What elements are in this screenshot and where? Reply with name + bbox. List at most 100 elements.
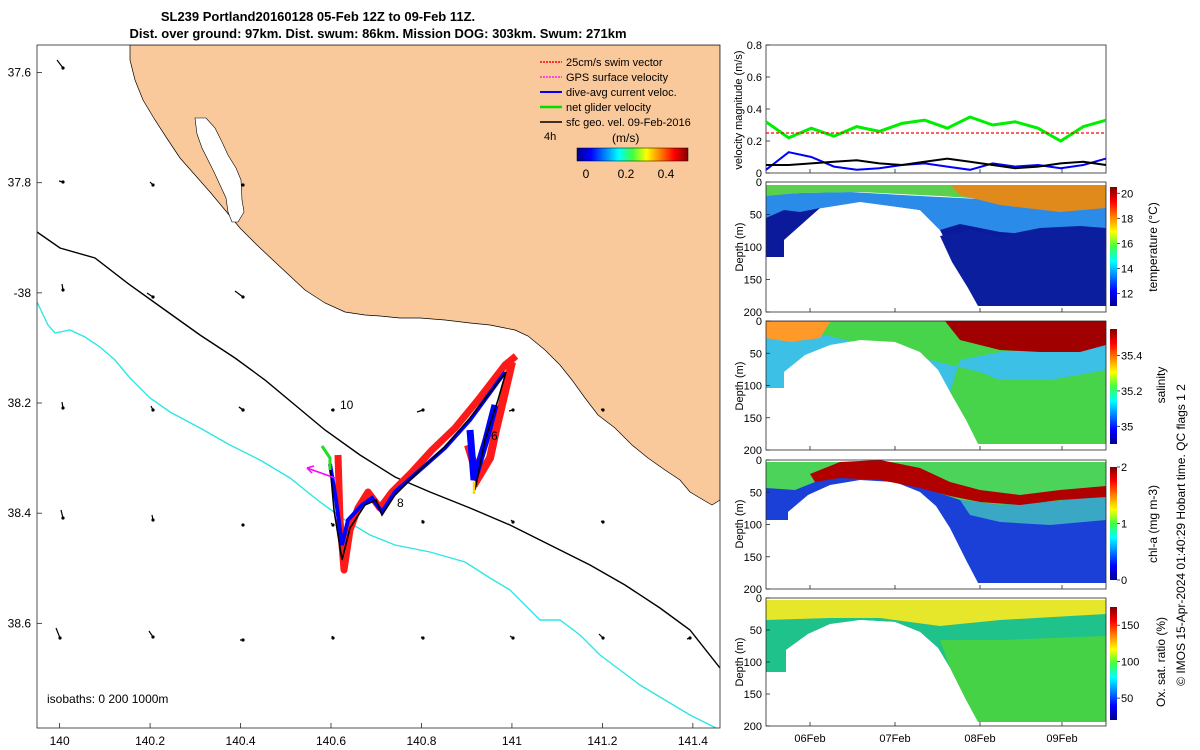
velocity-y-tick-label: 0.4: [747, 104, 762, 116]
sfc-velocity-origin: [241, 408, 245, 412]
legend-swim-label: 25cm/s swim vector: [566, 57, 663, 69]
colorbar-tick-label: 20: [1121, 188, 1133, 200]
gps-surface-velocity: [306, 467, 336, 479]
temperature-section: [766, 182, 1106, 312]
velocity-y-tick-label: 0: [756, 168, 762, 180]
map-legend: 25cm/s swim vector GPS surface velocity …: [540, 57, 691, 181]
map-y-tick-label: 38.2: [8, 396, 32, 410]
section-y-tick-label: 200: [744, 721, 762, 733]
sfc-velocity-origin: [151, 518, 155, 522]
colorbar-tick-label: 50: [1121, 693, 1133, 705]
colorbar-tick-label: 12: [1121, 288, 1133, 300]
velocity-y-tick-label: 0.8: [747, 40, 762, 52]
salinity-panel: [765, 320, 1107, 451]
sal-blank-hill: [766, 340, 1106, 450]
temperature-panel: [765, 181, 1107, 313]
day-label-8: 8: [397, 496, 404, 510]
sfc-velocity-arrow: [234, 290, 244, 298]
colorbar-tick-label: 150: [1121, 620, 1139, 632]
legend-net-label: net glider velocity: [566, 102, 651, 114]
velocity-panel: 0 0.2 0.4 0.6 0.8 velocity magnitude (m/s): [733, 40, 1107, 180]
section-y-tick-label: 100: [744, 520, 762, 532]
oxygen-colorbar: [1110, 607, 1117, 720]
section-ticks: 0501001502000501001502000501001502000501…: [744, 177, 1078, 745]
sfc-velocity-origin: [61, 406, 65, 410]
surface-velocity-arrows: [55, 59, 692, 642]
land-area: [129, 45, 720, 506]
sal-green: [766, 321, 1106, 444]
map-y-tick-label: 37.8: [8, 176, 32, 190]
map-frame: [36, 44, 721, 729]
oxygen-ylabel: Depth (m): [734, 638, 746, 687]
sfc-velocity-origin: [601, 636, 605, 640]
sfc-velocity-origin: [61, 66, 65, 70]
chla-panel: [765, 459, 1107, 590]
oxygen-panel: [765, 597, 1107, 727]
map-x-tick-label: 140: [50, 734, 70, 748]
map-y-tick-label: 38.4: [8, 506, 32, 520]
sfc-velocity-origin: [151, 295, 155, 299]
legend-sfc-label: sfc geo. vel. 09-Feb-2016: [566, 117, 691, 129]
section-y-tick-label: 0: [756, 316, 762, 328]
section-y-tick-label: 100: [744, 381, 762, 393]
date-tick-label: 07Feb: [879, 733, 910, 745]
map-panel: 140 140.2 140.4 140.6 140.8 141 141.2 141.4 37.6…: [8, 44, 721, 748]
sfc-velocity-origin: [241, 295, 245, 299]
sfc-velocity-origin: [241, 638, 245, 642]
scale-label-4h: 4h: [544, 131, 556, 143]
temperature-colorbar: [1110, 187, 1117, 306]
colorbar-tick-label: 2: [1121, 462, 1127, 474]
chla-teal: [960, 495, 1106, 525]
map-x-tick-label: 141.4: [678, 734, 708, 748]
colorbar-units: (m/s): [612, 131, 639, 145]
sfc-velocity-arrow: [55, 627, 61, 639]
net-glider-velocity: [320, 445, 332, 470]
oxy-yellow: [766, 600, 1106, 626]
section-y-tick-label: 150: [744, 275, 762, 287]
salinity-cbar-label: salinity: [1154, 367, 1168, 404]
legend-gps-label: GPS surface velocity: [566, 72, 669, 84]
map-ticks: 140 140.2 140.4 140.6 140.8 141 141.2 141.4 37.6…: [8, 66, 709, 748]
oxygen-cbar-label: Ox. sat. ratio (%): [1154, 617, 1168, 707]
section-y-tick-label: 150: [744, 413, 762, 425]
chla-max: [810, 460, 1106, 505]
sfc-velocity-origin: [61, 288, 65, 292]
sfc-velocity-origin: [511, 408, 515, 412]
chla-ylabel: Depth (m): [734, 500, 746, 549]
sfc-velocity-origin: [151, 183, 155, 187]
sfc-velocity-origin: [151, 408, 155, 412]
colorbar-tick-label: 16: [1121, 238, 1133, 250]
salinity-colorbar: [1110, 329, 1117, 444]
legend-dive-label: dive-avg current veloc.: [566, 87, 677, 99]
section-y-tick-label: 100: [744, 657, 762, 669]
temperature-ylabel: Depth (m): [734, 223, 746, 272]
section-y-tick-label: 0: [756, 593, 762, 605]
day-label-10: 10: [340, 398, 354, 412]
colorbar-tick-1: 0.2: [618, 167, 635, 181]
sfc-velocity-origin: [421, 636, 425, 640]
map-x-tick-label: 141: [502, 734, 522, 748]
legend-item-dive: dive-avg current veloc.: [540, 87, 677, 99]
section-y-tick-label: 50: [750, 348, 762, 360]
velocity-y-tick-label: 0.2: [747, 136, 762, 148]
sfc-velocity-origin: [58, 636, 62, 640]
colorbar-tick-label: 35.4: [1121, 351, 1142, 363]
isobath-1000: [37, 301, 718, 728]
sfc-velocity-origin: [511, 636, 515, 640]
colorbar-tick-label: 0: [1121, 575, 1127, 587]
sfc-velocity-origin: [421, 520, 425, 524]
temperature-cbar-label: temperature (°C): [1146, 202, 1160, 292]
colorbar-tick-label: 100: [1121, 657, 1139, 669]
section-y-tick-label: 150: [744, 689, 762, 701]
section-y-tick-label: 200: [744, 584, 762, 596]
swim-vectors-leg1: [334, 353, 519, 574]
title-line-1: SL239 Portland20160128 05-Feb 12Z to 09-…: [161, 9, 475, 24]
map-y-tick-label: 37.6: [8, 66, 32, 80]
date-tick-label: 06Feb: [794, 733, 825, 745]
legend-item-swim: 25cm/s swim vector: [540, 57, 663, 69]
sfc-velocity-origin: [601, 408, 605, 412]
map-x-tick-label: 141.2: [587, 734, 617, 748]
date-tick-label: 09Feb: [1046, 733, 1077, 745]
